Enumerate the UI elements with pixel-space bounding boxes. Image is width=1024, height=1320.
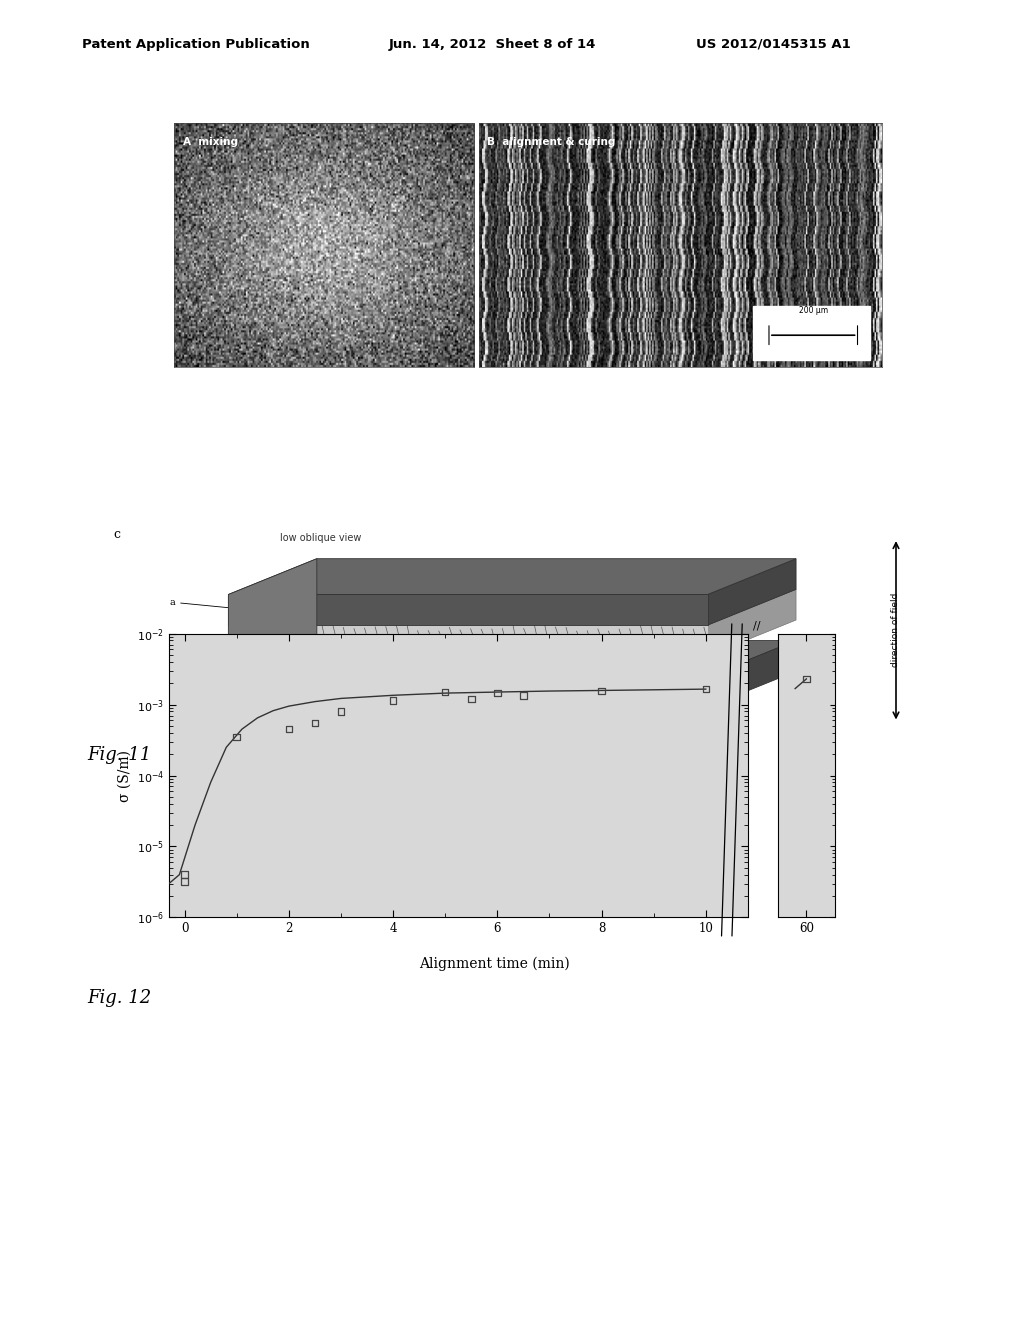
Text: Fig. 11: Fig. 11 — [87, 746, 152, 764]
Text: low oblique view: low oblique view — [280, 533, 361, 543]
Point — [799, 668, 815, 689]
Text: Patent Application Publication: Patent Application Publication — [82, 37, 309, 50]
Point — [333, 701, 349, 722]
Point — [176, 865, 193, 886]
Text: 200 μm: 200 μm — [799, 306, 827, 315]
Polygon shape — [708, 640, 796, 708]
Text: US 2012/0145315 A1: US 2012/0145315 A1 — [696, 37, 851, 50]
Polygon shape — [228, 589, 796, 626]
Point — [697, 678, 714, 700]
Polygon shape — [708, 589, 796, 656]
Polygon shape — [708, 558, 796, 626]
Polygon shape — [228, 676, 708, 708]
Text: A  mixing: A mixing — [183, 137, 239, 148]
Text: a: a — [169, 598, 247, 611]
Point — [385, 689, 401, 710]
Text: B  alignment & curing: B alignment & curing — [487, 137, 615, 148]
Text: c: c — [114, 528, 121, 541]
Polygon shape — [228, 558, 796, 594]
Text: c: c — [169, 690, 247, 698]
Polygon shape — [228, 594, 708, 626]
Point — [228, 726, 245, 747]
Point — [176, 871, 193, 892]
Text: //: // — [753, 620, 760, 631]
Text: Jun. 14, 2012  Sheet 8 of 14: Jun. 14, 2012 Sheet 8 of 14 — [389, 37, 597, 50]
Point — [515, 685, 531, 706]
Text: Fig. 12: Fig. 12 — [87, 989, 152, 1007]
Point — [307, 713, 324, 734]
Point — [489, 682, 506, 704]
Bar — [753, 306, 869, 359]
Point — [437, 681, 454, 702]
Point — [463, 688, 479, 709]
Text: b: b — [169, 634, 247, 643]
Polygon shape — [228, 626, 708, 656]
Polygon shape — [228, 640, 796, 676]
Text: Alignment time (min): Alignment time (min) — [419, 956, 569, 970]
Text: direction of field: direction of field — [892, 593, 900, 668]
Point — [593, 681, 609, 702]
Y-axis label: σ (S/m): σ (S/m) — [117, 750, 131, 801]
Polygon shape — [228, 558, 316, 708]
Point — [281, 718, 297, 739]
